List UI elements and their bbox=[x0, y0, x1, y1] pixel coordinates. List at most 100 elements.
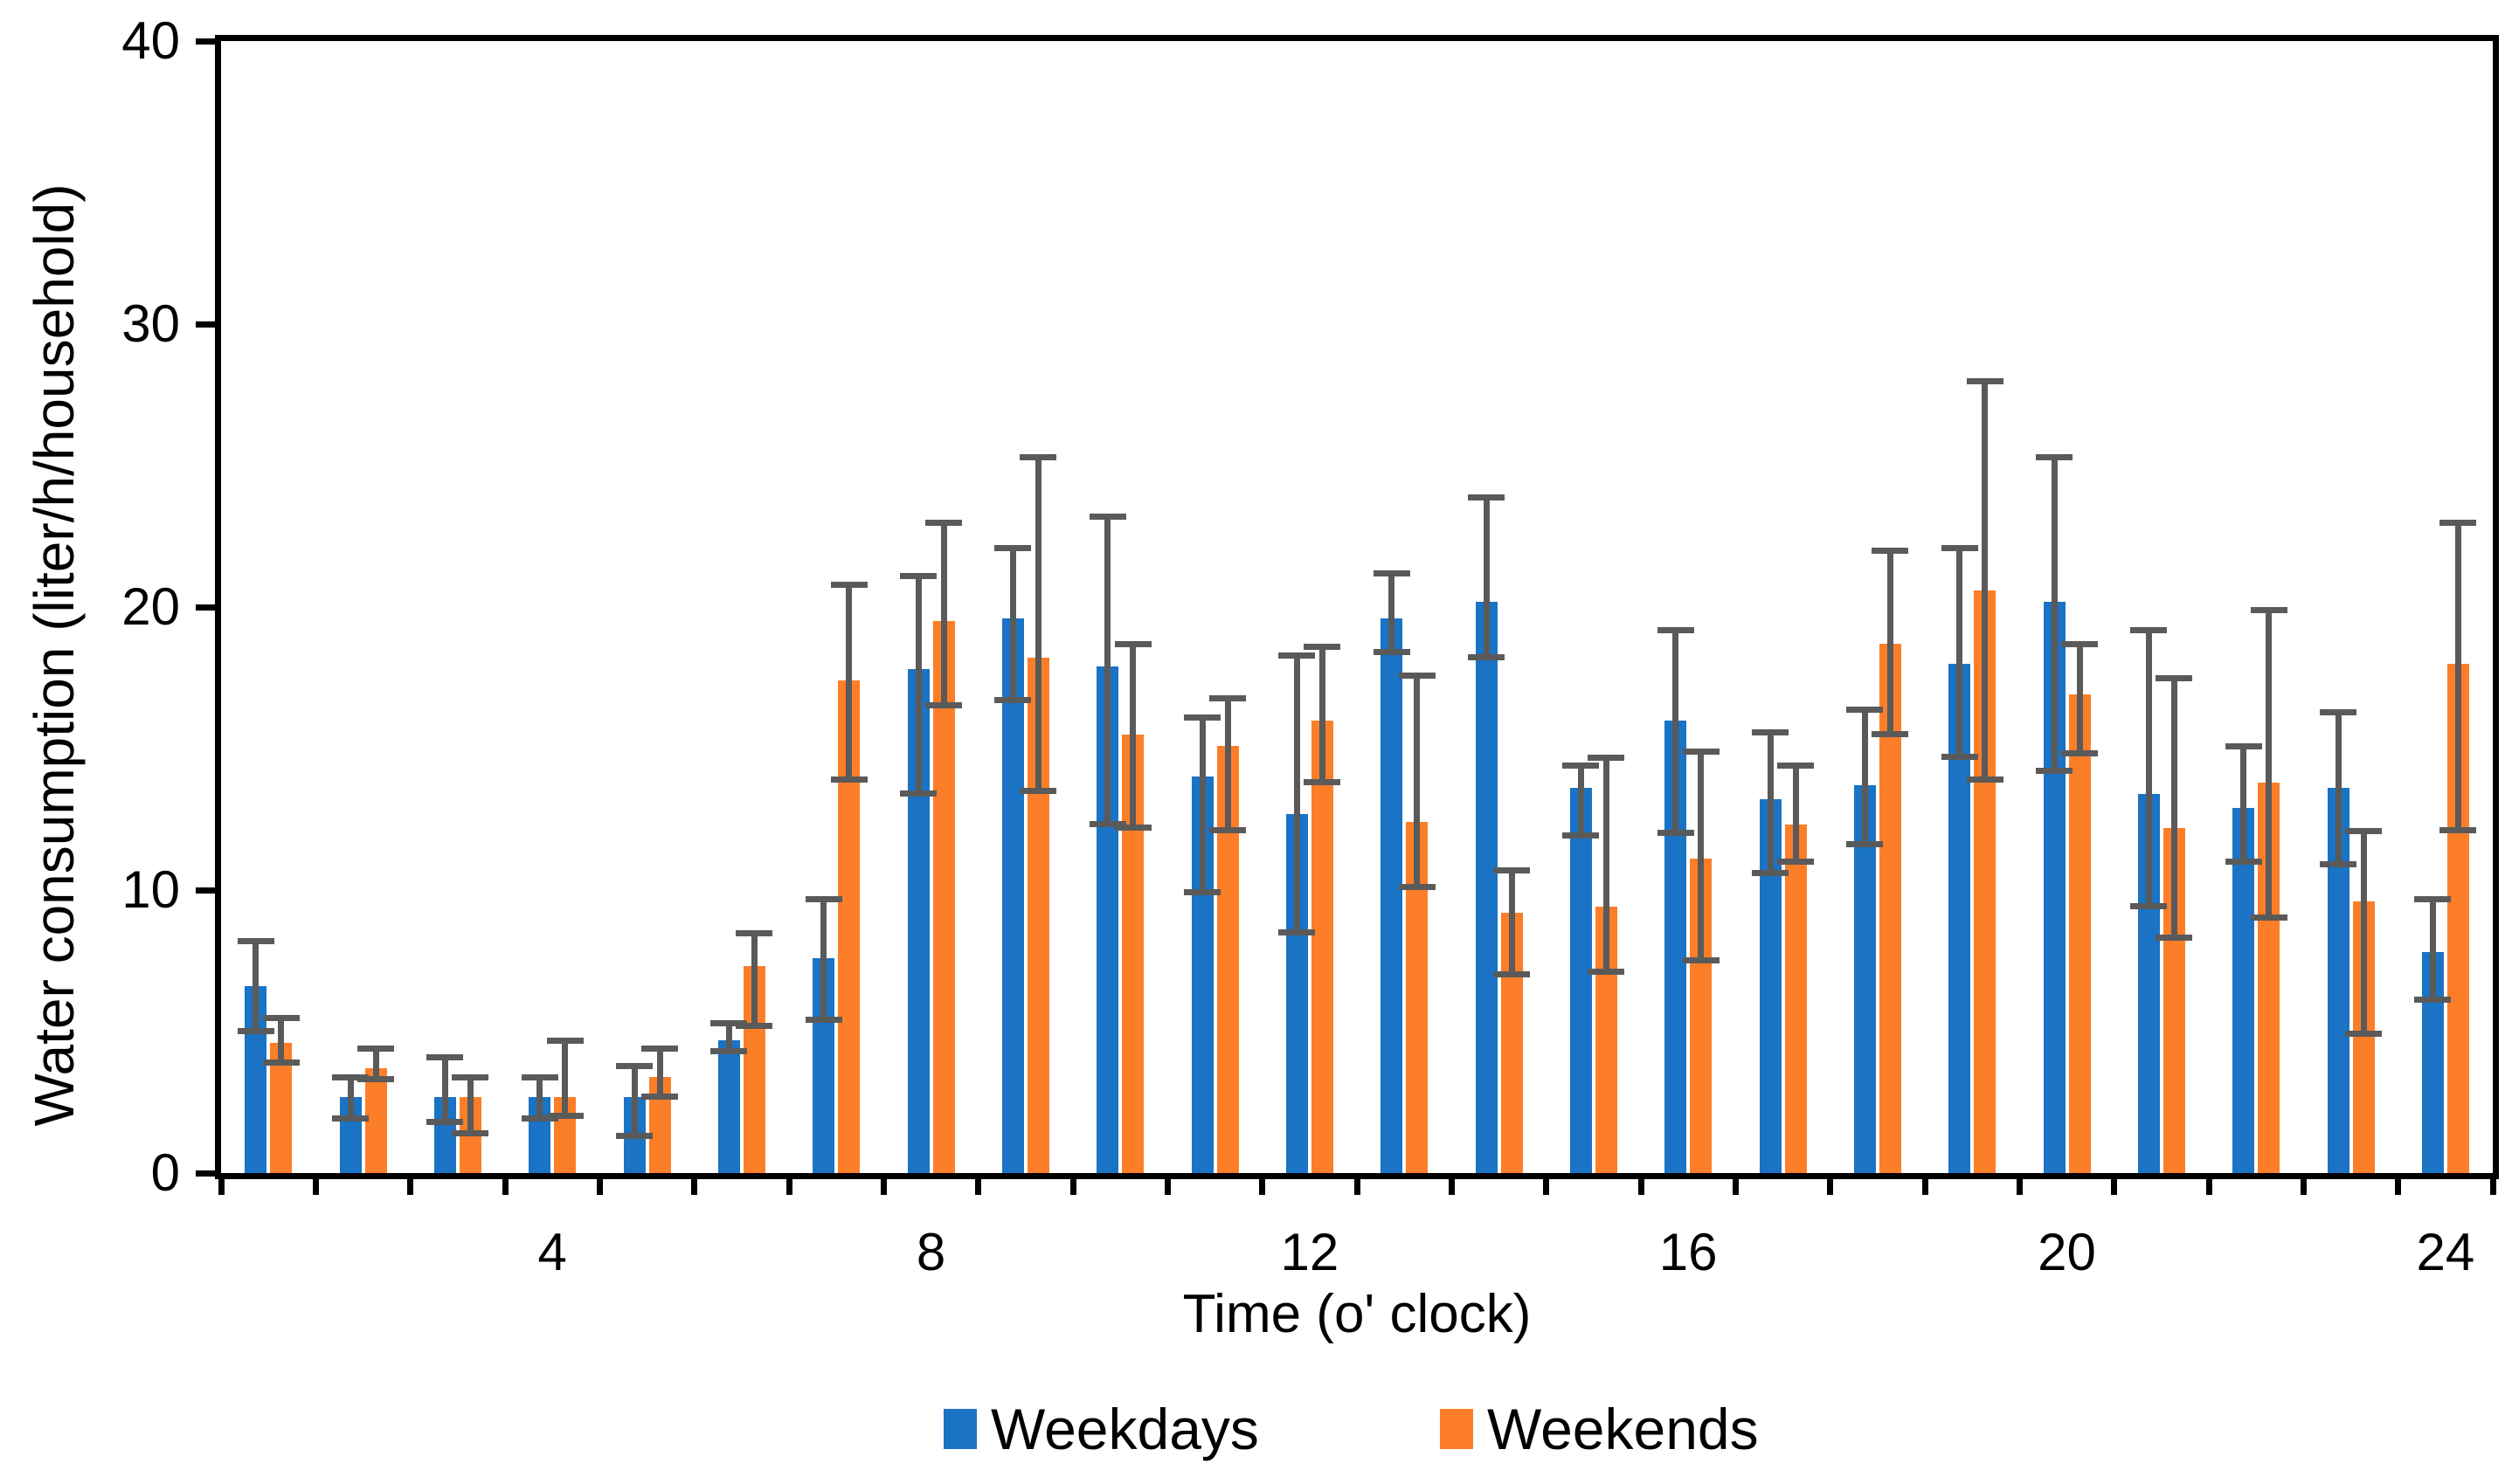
y-tick-40 bbox=[196, 38, 215, 45]
error-bar-weekdays-h6 bbox=[725, 1023, 732, 1052]
error-bar-weekdays-h4 bbox=[536, 1076, 543, 1120]
error-bar-weekdays-h3-top-cap bbox=[426, 1054, 464, 1061]
error-bar-weekdays-h21 bbox=[2145, 629, 2152, 908]
error-bar-weekdays-h11-bottom-cap bbox=[1184, 889, 1221, 896]
error-bar-weekends-h2 bbox=[372, 1048, 379, 1080]
error-bar-weekdays-h4-top-cap bbox=[521, 1073, 558, 1080]
x-tick-label-20: 20 bbox=[2038, 1223, 2096, 1281]
error-bar-weekdays-h24-top-cap bbox=[2414, 895, 2452, 902]
error-bar-weekends-h20-bottom-cap bbox=[2061, 750, 2098, 757]
x-tick-9 bbox=[1069, 1179, 1076, 1195]
error-bar-weekends-h5-top-cap bbox=[641, 1046, 678, 1053]
error-bar-weekends-h1 bbox=[278, 1017, 285, 1063]
error-bar-weekdays-h23-top-cap bbox=[2320, 708, 2356, 715]
error-bar-weekends-h24 bbox=[2454, 521, 2461, 831]
error-bar-weekdays-h4-bottom-cap bbox=[521, 1115, 558, 1122]
x-tick-20 bbox=[2111, 1179, 2118, 1195]
error-bar-weekends-h18-bottom-cap bbox=[1872, 730, 1909, 737]
error-bar-weekends-h21 bbox=[2170, 678, 2177, 939]
error-bar-weekends-h3-top-cap bbox=[452, 1073, 489, 1080]
error-bar-weekends-h3 bbox=[467, 1076, 474, 1134]
error-bar-weekends-h22 bbox=[2266, 610, 2273, 919]
error-bar-weekdays-h24-bottom-cap bbox=[2414, 997, 2452, 1004]
error-bar-weekdays-h23 bbox=[2335, 711, 2342, 865]
error-bar-weekends-h14 bbox=[1508, 870, 1515, 976]
y-tick-label-40: 40 bbox=[121, 11, 180, 70]
error-bar-weekends-h13 bbox=[1414, 674, 1421, 887]
x-tick-2 bbox=[407, 1179, 414, 1195]
y-tick-0 bbox=[196, 1170, 215, 1177]
error-bar-weekdays-h3 bbox=[441, 1057, 448, 1122]
error-bar-weekends-h5 bbox=[656, 1048, 663, 1097]
error-bar-weekdays-h15-top-cap bbox=[1562, 763, 1600, 770]
error-bar-weekends-h3-bottom-cap bbox=[452, 1129, 489, 1136]
error-bar-weekdays-h20-top-cap bbox=[2036, 454, 2073, 461]
error-bar-weekdays-h22 bbox=[2240, 745, 2247, 862]
error-bar-weekends-h19-bottom-cap bbox=[1966, 776, 2003, 783]
x-tick-14 bbox=[1543, 1179, 1550, 1195]
bar-weekends-h20 bbox=[2068, 694, 2091, 1173]
error-bar-weekdays-h11 bbox=[1199, 717, 1206, 894]
error-bar-weekends-h12-top-cap bbox=[1304, 644, 1341, 651]
error-bar-weekends-h18 bbox=[1886, 550, 1893, 735]
error-bar-weekdays-h14-bottom-cap bbox=[1468, 654, 1505, 661]
y-tick-10 bbox=[196, 887, 215, 894]
error-bar-weekends-h23-bottom-cap bbox=[2345, 1031, 2382, 1038]
error-bar-weekdays-h22-top-cap bbox=[2225, 742, 2262, 749]
error-bar-weekdays-h3-bottom-cap bbox=[426, 1118, 464, 1125]
bar-weekdays-h18 bbox=[1853, 785, 1876, 1173]
error-bar-weekdays-h22-bottom-cap bbox=[2225, 858, 2262, 865]
x-tick-22 bbox=[2300, 1179, 2307, 1195]
weekdays-legend-label: Weekdays bbox=[991, 1397, 1259, 1461]
error-bar-weekends-h16-top-cap bbox=[1682, 749, 1720, 756]
error-bar-weekends-h1-bottom-cap bbox=[262, 1059, 300, 1066]
error-bar-weekends-h12-bottom-cap bbox=[1304, 778, 1341, 785]
error-bar-weekdays-h8-bottom-cap bbox=[900, 790, 937, 797]
error-bar-weekdays-h9 bbox=[1009, 547, 1016, 701]
error-bar-weekdays-h24 bbox=[2429, 898, 2436, 1001]
y-tick-label-20: 20 bbox=[121, 577, 180, 636]
error-bar-weekdays-h1-top-cap bbox=[237, 938, 274, 945]
x-tick-15 bbox=[1637, 1179, 1644, 1195]
plot-area bbox=[215, 35, 2499, 1179]
x-tick-21 bbox=[2205, 1179, 2212, 1195]
x-tick-0 bbox=[218, 1179, 225, 1195]
error-bar-weekends-h6 bbox=[751, 932, 758, 1026]
error-bar-weekends-h13-bottom-cap bbox=[1398, 883, 1436, 890]
error-bar-weekdays-h5-top-cap bbox=[616, 1062, 653, 1069]
legend-entry-weekends: Weekends bbox=[1440, 1396, 1759, 1462]
x-tick-12 bbox=[1353, 1179, 1360, 1195]
bar-weekends-h8 bbox=[932, 621, 955, 1173]
error-bar-weekends-h21-top-cap bbox=[2156, 675, 2193, 681]
error-bar-weekends-h4 bbox=[562, 1039, 569, 1117]
bar-weekends-h17 bbox=[1784, 825, 1807, 1173]
x-tick-10 bbox=[1164, 1179, 1171, 1195]
error-bar-weekdays-h10 bbox=[1104, 516, 1111, 825]
error-bar-weekdays-h18-top-cap bbox=[1846, 706, 1884, 713]
error-bar-weekdays-h10-top-cap bbox=[1089, 514, 1126, 521]
error-bar-weekends-h1-top-cap bbox=[262, 1014, 300, 1021]
x-tick-24 bbox=[2489, 1179, 2496, 1195]
error-bar-weekdays-h17-top-cap bbox=[1752, 728, 1789, 735]
error-bar-weekdays-h16-top-cap bbox=[1657, 626, 1694, 633]
error-bar-weekends-h6-top-cap bbox=[736, 929, 773, 936]
error-bar-weekdays-h12 bbox=[1293, 655, 1300, 933]
weekends-legend-label: Weekends bbox=[1487, 1397, 1759, 1461]
error-bar-weekdays-h6-top-cap bbox=[710, 1020, 748, 1027]
error-bar-weekends-h7 bbox=[846, 584, 853, 780]
error-bar-weekends-h10-bottom-cap bbox=[1114, 824, 1152, 831]
error-bar-weekends-h11 bbox=[1224, 697, 1231, 831]
legend-entry-weekdays: Weekdays bbox=[944, 1396, 1259, 1462]
error-bar-weekdays-h12-top-cap bbox=[1278, 652, 1316, 659]
error-bar-weekdays-h17 bbox=[1767, 731, 1774, 873]
error-bar-weekdays-h1 bbox=[253, 941, 260, 1032]
y-tick-label-10: 10 bbox=[121, 860, 180, 919]
error-bar-weekends-h20 bbox=[2076, 644, 2083, 755]
error-bar-weekends-h7-top-cap bbox=[830, 582, 868, 589]
error-bar-weekdays-h13-top-cap bbox=[1373, 570, 1410, 577]
error-bar-weekends-h22-top-cap bbox=[2250, 607, 2287, 614]
error-bar-weekends-h8 bbox=[940, 521, 947, 707]
error-bar-weekends-h17-top-cap bbox=[1777, 763, 1814, 770]
error-bar-weekends-h8-bottom-cap bbox=[925, 702, 962, 709]
error-bar-weekends-h10 bbox=[1130, 644, 1137, 828]
